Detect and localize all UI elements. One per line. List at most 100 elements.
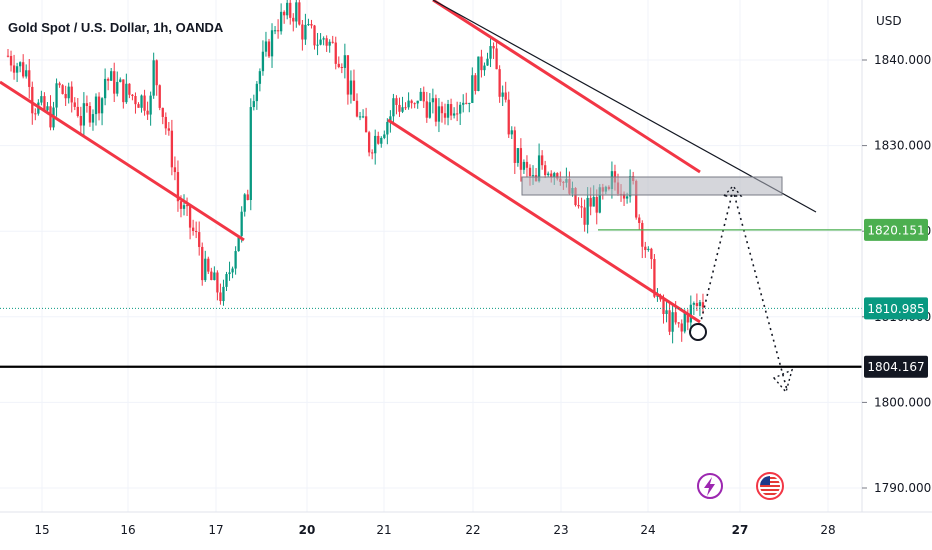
candle-body — [185, 205, 189, 207]
candle-body — [398, 104, 401, 112]
candle-body — [522, 161, 526, 170]
candle-body — [234, 251, 237, 269]
candle-body — [243, 194, 246, 212]
candle-body — [459, 104, 462, 114]
candle-body — [413, 103, 416, 105]
current-price-tag[interactable]: 1810.985 — [864, 297, 928, 320]
candle-body — [131, 94, 134, 97]
candle-body — [446, 104, 450, 118]
target-price-tag[interactable]: 1820.151 — [864, 218, 928, 241]
candle-body — [395, 98, 398, 105]
candle-body — [374, 135, 377, 154]
candle-body — [410, 100, 413, 104]
us-flag-icon[interactable] — [756, 472, 784, 500]
candle-body — [556, 173, 559, 179]
candle-body — [170, 130, 174, 168]
candle-body — [531, 175, 535, 177]
candle-body — [110, 71, 113, 81]
candle-body — [198, 232, 201, 247]
candle-body — [352, 80, 356, 101]
candle-body — [495, 48, 498, 70]
candle-body — [167, 128, 170, 131]
channel-line-left[interactable] — [0, 80, 245, 242]
support-price-tag[interactable]: 1804.167 — [864, 355, 928, 378]
candle-body — [49, 106, 52, 128]
candle-body — [383, 134, 386, 138]
candle-body — [261, 51, 265, 72]
price-scale[interactable] — [862, 0, 932, 512]
candle-body — [316, 44, 319, 46]
candle-body — [328, 41, 331, 46]
candle-body — [273, 30, 277, 32]
candle-body — [653, 259, 656, 297]
candle-body — [61, 85, 64, 94]
x-ticks[interactable]: 15 16 17 20 21 22 23 24 27 28 — [34, 523, 835, 537]
candle-body — [246, 194, 249, 201]
candle-body — [25, 70, 28, 77]
y-tick-label: 1790.000 — [874, 481, 931, 495]
candle-body — [176, 172, 180, 202]
candle-body — [18, 62, 22, 67]
x-tick-label: 15 — [34, 523, 49, 537]
candle-body — [252, 101, 255, 108]
candle-body — [106, 78, 110, 81]
x-tick-label: 17 — [208, 523, 223, 537]
candle-body — [404, 107, 407, 109]
candle-body — [592, 197, 595, 207]
candle-body — [371, 152, 374, 154]
resistance-zone[interactable] — [521, 176, 783, 196]
candle-body — [46, 106, 49, 111]
candle-body — [334, 42, 337, 64]
candle-body — [547, 173, 550, 176]
candle-body — [331, 41, 334, 43]
projection-path[interactable] — [699, 189, 788, 391]
candle-body — [325, 38, 328, 46]
candle-body — [589, 197, 592, 207]
candle-body — [537, 155, 541, 182]
currency-label: USD — [876, 14, 902, 28]
candle-body — [289, 2, 292, 18]
projection-arrowhead-down — [772, 368, 794, 394]
candle-body — [471, 75, 474, 103]
candle-body — [158, 85, 161, 108]
candle-body — [437, 106, 441, 122]
candle-body — [698, 302, 702, 307]
x-tick-label: 24 — [640, 523, 655, 537]
candle-body — [583, 207, 586, 225]
candle-body — [644, 246, 647, 251]
price-tags: 1820.151 1810.985 1804.167 — [864, 218, 928, 378]
candle-body — [504, 92, 507, 100]
bottom-circle-marker[interactable] — [689, 323, 707, 341]
candle-body — [638, 217, 641, 223]
candle-body — [91, 114, 95, 123]
x-tick-label: 21 — [376, 523, 391, 537]
candle-body — [304, 24, 307, 40]
candle-body — [656, 295, 659, 297]
candle-body — [237, 235, 240, 252]
channel-line-lower[interactable] — [387, 118, 701, 324]
candle-body — [64, 93, 67, 99]
candle-body — [431, 98, 435, 103]
candle-body — [337, 63, 340, 68]
candle-body — [389, 116, 392, 122]
candle-body — [313, 25, 316, 46]
candle-body — [477, 56, 480, 91]
channel-line-upper[interactable] — [432, 0, 701, 174]
candle-body — [216, 272, 219, 293]
candle-body — [507, 99, 510, 135]
candle-body — [513, 130, 516, 163]
candle-body — [140, 95, 143, 108]
candle-body — [686, 312, 689, 323]
candle-body — [525, 161, 529, 168]
support-price-tag-label: 1804.167 — [867, 360, 924, 374]
candle-body — [577, 205, 580, 207]
chart-title: Gold Spot / U.S. Dollar, 1h, OANDA — [8, 20, 224, 35]
candle-body — [149, 95, 152, 115]
lightning-icon[interactable] — [697, 473, 723, 499]
candle-body — [225, 274, 228, 287]
candle-body — [622, 193, 626, 199]
candle-body — [88, 105, 92, 123]
candle-body — [34, 113, 37, 115]
